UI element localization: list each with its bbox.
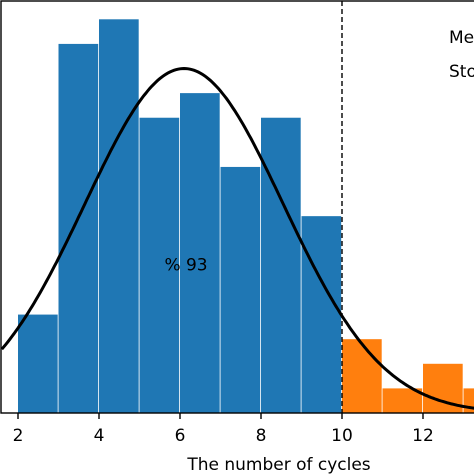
x-tick-label-1: 4 bbox=[94, 426, 105, 446]
histogram-bar-0-0 bbox=[18, 314, 58, 413]
histogram-bar-0-7 bbox=[301, 216, 342, 413]
x-tick-label-3: 8 bbox=[256, 426, 267, 446]
x-tick-label-2: 6 bbox=[175, 426, 186, 446]
percentage-annotation: % 93 bbox=[164, 255, 207, 275]
histogram-bar-1-1 bbox=[382, 388, 423, 413]
histogram-bar-1-3 bbox=[463, 388, 474, 413]
x-axis-ticks: 2 4 6 8 10 12 bbox=[13, 413, 434, 446]
normal-fit-curve bbox=[0, 66, 474, 410]
x-tick-label-4: 10 bbox=[331, 426, 353, 446]
histogram-bar-1-0 bbox=[342, 339, 382, 413]
histogram-bar-0-5 bbox=[220, 166, 261, 413]
histogram-bar-0-3 bbox=[139, 117, 180, 414]
histogram-bar-0-2 bbox=[99, 19, 139, 413]
plot-frame bbox=[0, 0, 474, 414]
x-axis-label: The number of cycles bbox=[186, 455, 370, 474]
mean-label: Me bbox=[449, 28, 474, 48]
x-tick-label-0: 2 bbox=[13, 426, 24, 446]
x-tick-label-5: 12 bbox=[412, 426, 434, 446]
std-label: Sto bbox=[449, 62, 474, 82]
histogram-bar-0-6 bbox=[261, 117, 301, 414]
histogram-bar-0-4 bbox=[180, 93, 220, 413]
bars-layer bbox=[18, 19, 474, 414]
histogram-bar-0-1 bbox=[58, 43, 99, 414]
